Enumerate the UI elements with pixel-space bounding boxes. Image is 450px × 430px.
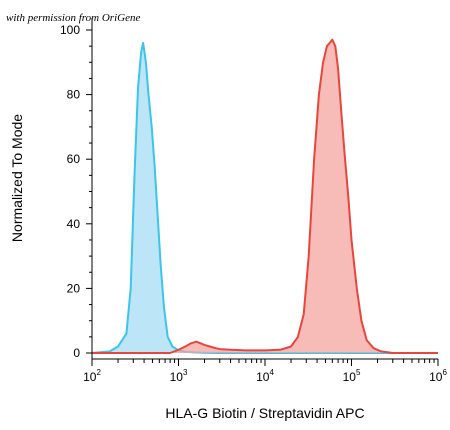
x-tick-label: 102 [83,368,101,384]
y-tick-label: 80 [67,88,81,102]
x-tick-label: 103 [170,368,188,384]
credit-text: with permission from OriGene [6,12,140,24]
histogram-fill-2 [92,39,438,353]
y-tick-label: 0 [73,346,80,360]
histogram-fill-1 [92,42,438,354]
y-tick-label: 20 [67,281,81,295]
x-tick-label: 105 [343,368,361,384]
x-tick-label: 104 [256,368,274,384]
y-tick-label: 100 [60,23,80,37]
y-axis-title: Normalized To Mode [9,114,25,242]
y-tick-group: 0 20 40 60 80 100 [60,23,92,360]
y-tick-label: 60 [67,152,81,166]
y-tick-label: 40 [67,217,81,231]
x-axis-title: HLA-G Biotin / Streptavidin APC [165,405,364,421]
histogram-line-2 [92,38,438,354]
x-tick-label: 106 [429,368,447,384]
plot-area [91,38,438,354]
x-tick-group: 102 103 104 105 106 [83,359,447,384]
